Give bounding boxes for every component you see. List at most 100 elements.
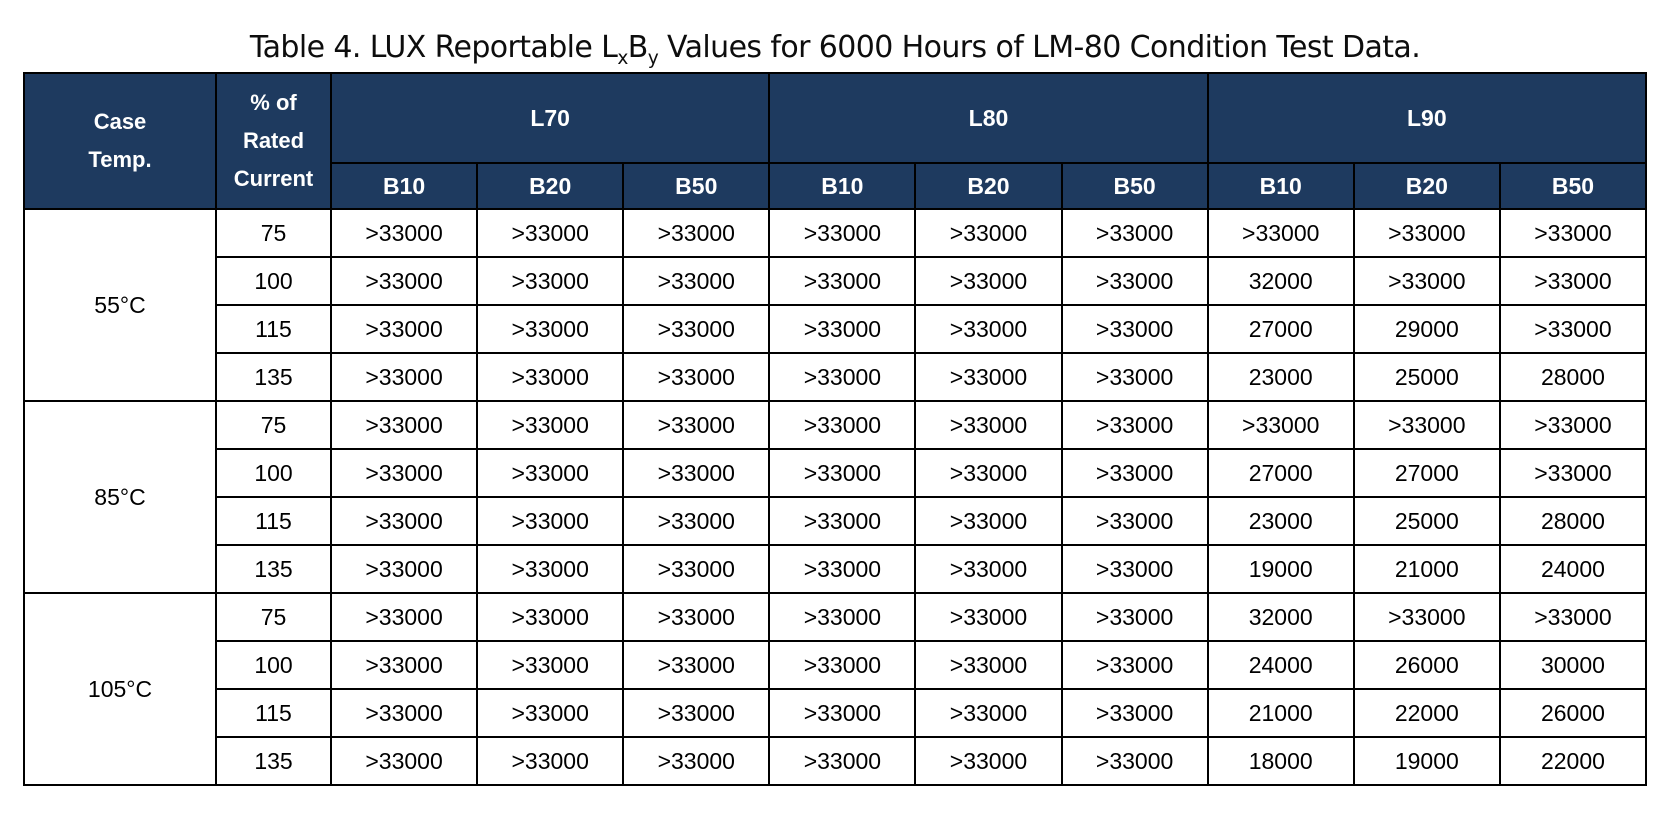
value-cell: 28000 xyxy=(1498,496,1648,546)
value-cell: >33000 xyxy=(768,496,917,546)
value-cell: >33000 xyxy=(476,496,625,546)
value-cell: 28000 xyxy=(1498,352,1648,402)
header-rated-current-line3: Current xyxy=(233,166,314,191)
value-cell: >33000 xyxy=(622,592,771,642)
value-cell: >33000 xyxy=(1060,448,1209,498)
header-l90-b50: B50 xyxy=(1498,162,1648,210)
caption-suffix: Values for 6000 Hours of LM-80 Condition… xyxy=(658,30,1421,65)
value-cell: >33000 xyxy=(329,400,479,450)
table-row: 135 >33000 >33000 >33000 >33000 >33000 >… xyxy=(24,352,1648,402)
value-cell: >33000 xyxy=(914,304,1063,354)
value-cell: >33000 xyxy=(914,496,1063,546)
value-cell: >33000 xyxy=(622,352,771,402)
value-cell: >33000 xyxy=(914,448,1063,498)
rated-current-cell: 75 xyxy=(215,400,332,450)
value-cell: >33000 xyxy=(476,640,625,690)
value-cell: 21000 xyxy=(1352,544,1501,594)
value-cell: >33000 xyxy=(329,736,479,786)
table-row: 105°C 75 >33000 >33000 >33000 >33000 >33… xyxy=(23,592,1648,786)
header-l80-b10: B10 xyxy=(768,162,917,210)
value-cell: >33000 xyxy=(329,304,479,354)
value-cell: 30000 xyxy=(1498,640,1648,690)
header-group-l70: L70 xyxy=(329,72,771,164)
value-cell: >33000 xyxy=(768,304,917,354)
header-l90-b20: B20 xyxy=(1352,162,1501,210)
value-cell: >33000 xyxy=(476,256,625,306)
value-cell: >33000 xyxy=(1206,400,1355,450)
value-cell: >33000 xyxy=(1498,208,1648,258)
header-rated-current-line2: Rated xyxy=(242,128,305,153)
value-cell: 19000 xyxy=(1206,544,1355,594)
table-row: 115 >33000 >33000 >33000 >33000 >33000 >… xyxy=(24,304,1648,354)
table-row: 100 >33000 >33000 >33000 >33000 >33000 >… xyxy=(24,256,1648,306)
value-cell: >33000 xyxy=(914,688,1063,738)
rated-current-cell: 135 xyxy=(215,352,332,402)
case-temp-cell: 55°C xyxy=(23,208,217,402)
value-cell: >33000 xyxy=(768,448,917,498)
value-cell: >33000 xyxy=(476,592,625,642)
value-cell: 29000 xyxy=(1352,304,1501,354)
rated-current-cell: 75 xyxy=(215,592,332,642)
value-cell: 22000 xyxy=(1352,688,1501,738)
rated-current-cell: 115 xyxy=(215,496,332,546)
value-cell: >33000 xyxy=(329,592,479,642)
header-group-l90: L90 xyxy=(1206,72,1648,164)
value-cell: >33000 xyxy=(622,256,771,306)
value-cell: >33000 xyxy=(768,256,917,306)
value-cell: >33000 xyxy=(768,688,917,738)
value-cell: >33000 xyxy=(622,304,771,354)
value-cell: 27000 xyxy=(1206,304,1355,354)
value-cell: >33000 xyxy=(1206,208,1355,258)
value-cell: >33000 xyxy=(1352,400,1501,450)
value-cell: 26000 xyxy=(1498,688,1648,738)
value-cell: >33000 xyxy=(1352,208,1501,258)
value-cell: >33000 xyxy=(768,400,917,450)
value-cell: 27000 xyxy=(1352,448,1501,498)
value-cell: 22000 xyxy=(1498,736,1648,786)
value-cell: >33000 xyxy=(329,640,479,690)
table-row: 115 >33000 >33000 >33000 >33000 >33000 >… xyxy=(24,496,1648,546)
header-l70-b10: B10 xyxy=(329,162,479,210)
value-cell: >33000 xyxy=(476,448,625,498)
header-l90-b10: B10 xyxy=(1206,162,1355,210)
value-cell: 18000 xyxy=(1206,736,1355,786)
table-row: 100 >33000 >33000 >33000 >33000 >33000 >… xyxy=(24,640,1648,690)
header-l80-b50: B50 xyxy=(1060,162,1209,210)
table-row: 115 >33000 >33000 >33000 >33000 >33000 >… xyxy=(24,688,1648,738)
value-cell: >33000 xyxy=(1060,208,1209,258)
value-cell: >33000 xyxy=(622,640,771,690)
value-cell: >33000 xyxy=(914,592,1063,642)
value-cell: 23000 xyxy=(1206,496,1355,546)
value-cell: >33000 xyxy=(1060,640,1209,690)
value-cell: >33000 xyxy=(622,496,771,546)
caption-subscript-y: y xyxy=(647,48,659,69)
value-cell: >33000 xyxy=(476,304,625,354)
value-cell: >33000 xyxy=(768,352,917,402)
header-l70-b50: B50 xyxy=(622,162,771,210)
value-cell: >33000 xyxy=(622,544,771,594)
header-case-temp-line1: Case xyxy=(93,109,147,134)
value-cell: >33000 xyxy=(1060,400,1209,450)
value-cell: >33000 xyxy=(476,352,625,402)
value-cell: >33000 xyxy=(914,736,1063,786)
value-cell: >33000 xyxy=(1060,544,1209,594)
value-cell: >33000 xyxy=(1060,496,1209,546)
value-cell: 32000 xyxy=(1206,592,1355,642)
value-cell: >33000 xyxy=(914,400,1063,450)
table-caption: Table 4. LUX Reportable LxBy Values for … xyxy=(23,30,1647,68)
value-cell: >33000 xyxy=(329,256,479,306)
value-cell: >33000 xyxy=(329,448,479,498)
value-cell: >33000 xyxy=(329,208,479,258)
value-cell: >33000 xyxy=(768,208,917,258)
lux-lm80-table: Case Temp. % of Rated Current L70 L80 L9… xyxy=(23,72,1648,786)
header-rated-current-line1: % of xyxy=(250,90,297,115)
value-cell: >33000 xyxy=(1498,592,1648,642)
value-cell: >33000 xyxy=(622,448,771,498)
value-cell: 24000 xyxy=(1498,544,1648,594)
rated-current-cell: 115 xyxy=(215,688,332,738)
value-cell: >33000 xyxy=(1498,448,1648,498)
table-row: 85°C 75 >33000 >33000 >33000 >33000 >330… xyxy=(23,400,1648,594)
value-cell: >33000 xyxy=(914,256,1063,306)
value-cell: >33000 xyxy=(914,544,1063,594)
